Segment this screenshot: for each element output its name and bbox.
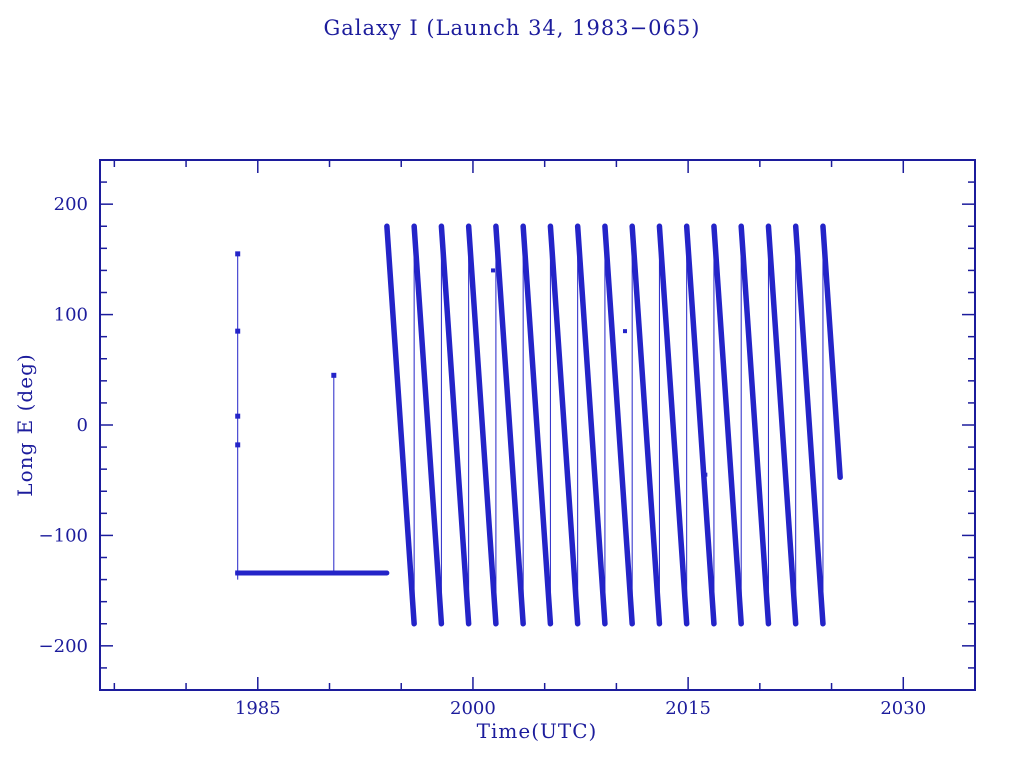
chart-title: Galaxy I (Launch 34, 1983−065) (323, 16, 701, 40)
drift-segment (520, 223, 554, 627)
x-tick-label: 2000 (450, 698, 496, 719)
drift-segment (384, 223, 417, 627)
drift-segment (656, 223, 690, 627)
drift-segment (493, 223, 526, 627)
stray-data-marker (491, 268, 496, 273)
drift-segment (711, 223, 744, 627)
drift-segment (465, 223, 499, 627)
drift-segment (547, 223, 581, 627)
data-marker (235, 442, 241, 448)
data-marker (331, 372, 337, 378)
drift-segment (629, 223, 663, 627)
drift-segment (438, 223, 472, 627)
y-tick-label: 0 (77, 415, 88, 436)
x-tick-label: 2030 (880, 698, 926, 719)
data-marker (235, 251, 241, 257)
data-marker (235, 413, 241, 419)
stray-data-marker (623, 329, 627, 334)
y-axis-label: Long E (deg) (13, 353, 37, 497)
y-tick-label: 200 (54, 194, 88, 215)
y-tick-label: −100 (39, 525, 88, 546)
x-axis-label: Time(UTC) (476, 719, 598, 743)
data-marker (235, 328, 241, 334)
y-tick-label: −200 (39, 636, 88, 657)
y-tick-label: 100 (54, 305, 88, 326)
drift-segment (765, 223, 799, 627)
drift-segment (602, 223, 635, 627)
drift-segment (820, 223, 843, 481)
stray-data-marker (703, 472, 708, 477)
drift-segment (792, 223, 826, 627)
x-tick-label: 1985 (235, 698, 281, 719)
drift-segment (411, 223, 445, 627)
drift-segment (574, 223, 608, 627)
x-tick-label: 2015 (665, 698, 711, 719)
drift-segment (738, 223, 772, 627)
drift-segment (683, 223, 717, 627)
